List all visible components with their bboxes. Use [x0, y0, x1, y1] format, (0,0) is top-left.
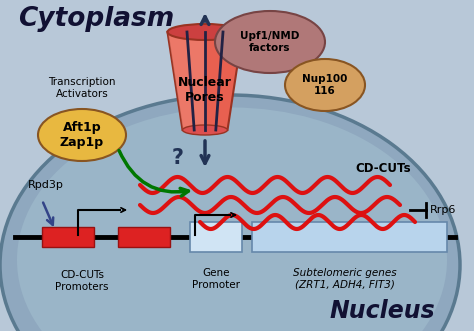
Ellipse shape: [17, 108, 447, 331]
Text: Gene
Promoter: Gene Promoter: [192, 268, 240, 290]
Text: Nucleus: Nucleus: [330, 299, 436, 323]
Text: Rrp6: Rrp6: [430, 205, 456, 215]
Ellipse shape: [38, 109, 126, 161]
Bar: [118, 227, 170, 247]
Polygon shape: [167, 32, 205, 130]
Text: CD-CUTs: CD-CUTs: [355, 162, 410, 175]
Bar: [190, 222, 242, 252]
Text: ?: ?: [172, 148, 184, 168]
Text: Cytoplasm: Cytoplasm: [18, 6, 174, 32]
Text: Subtelomeric genes
(ZRT1, ADH4, FIT3): Subtelomeric genes (ZRT1, ADH4, FIT3): [293, 268, 397, 290]
Text: Nup100
116: Nup100 116: [302, 74, 348, 96]
Text: Nuclear
Pores: Nuclear Pores: [178, 76, 232, 104]
Text: Aft1p
Zap1p: Aft1p Zap1p: [60, 121, 104, 149]
Text: Upf1/NMD
factors: Upf1/NMD factors: [240, 31, 300, 53]
Ellipse shape: [182, 125, 228, 135]
Polygon shape: [167, 32, 243, 130]
Bar: [42, 227, 94, 247]
Text: Rpd3p: Rpd3p: [28, 180, 64, 190]
Bar: [252, 222, 447, 252]
Ellipse shape: [0, 95, 460, 331]
Text: CD-CUTs
Promoters: CD-CUTs Promoters: [55, 270, 109, 292]
Text: Transcription
Activators: Transcription Activators: [48, 77, 116, 99]
Ellipse shape: [215, 11, 325, 73]
FancyArrowPatch shape: [119, 151, 189, 196]
Ellipse shape: [167, 24, 243, 40]
Ellipse shape: [285, 59, 365, 111]
